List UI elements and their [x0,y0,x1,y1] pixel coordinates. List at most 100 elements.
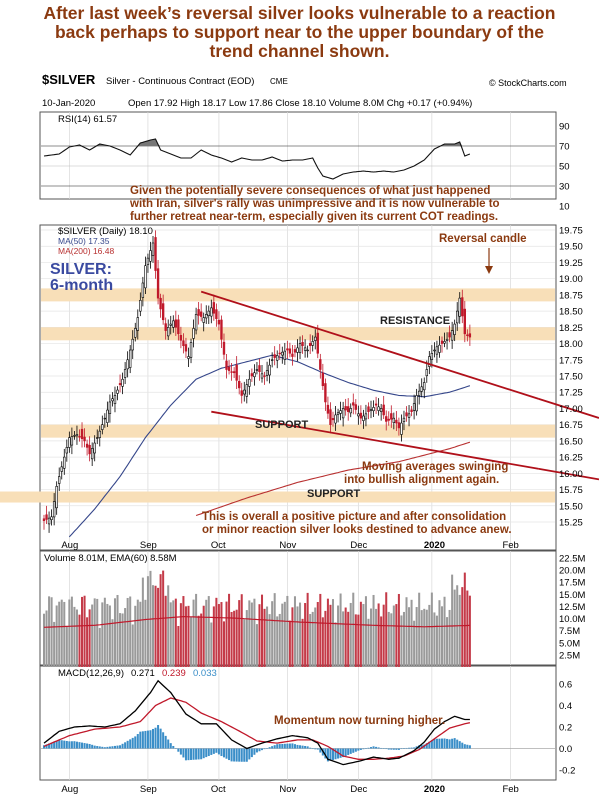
macd-histogram-bar [108,746,111,749]
price-candles [42,230,472,533]
volume-bar [197,615,200,667]
price-tick-label: 16.00 [559,469,583,480]
volume-bar [435,615,438,667]
volume-bar [288,620,291,667]
volume-bar [387,611,390,667]
macd-histogram-bar [245,748,248,762]
macd-histogram-bar [413,747,416,749]
volume-bar [349,602,352,667]
candle-body [314,336,317,341]
macd-histogram-bar [96,746,99,749]
rsi-tick-label: 30 [559,182,570,193]
volume-bar [382,604,385,667]
candle-body [433,349,436,352]
candle-body [349,408,352,414]
macd-histogram-bar [316,748,319,750]
candle-body [359,412,363,419]
macd-histogram-bar [60,740,63,749]
rsi-axis: 90 70 50 30 10 [559,122,570,213]
candle-body [184,344,188,352]
volume-bar [428,604,431,667]
macd-histogram-bar [293,744,296,749]
macd-histogram-bar [88,743,91,749]
candle-body [369,409,373,411]
candle-body [415,395,418,412]
candle-body [126,359,129,370]
headline-line-3: trend channel shown. [209,41,390,61]
candle-body [197,309,200,316]
candle-body [60,466,63,472]
candle-body [387,418,390,421]
candle-body [367,406,370,412]
price-month-axis: Aug Sep Oct Nov Dec 2020 Feb [61,540,518,551]
candle-body [73,435,76,437]
candle-body [250,373,254,377]
reference-band [41,424,555,438]
volume-bar [202,605,205,667]
macd-month-label: Dec [350,784,367,795]
volume-bar [179,603,182,667]
price-tick-label: 16.25 [559,453,583,464]
volume-bar [121,613,124,667]
macd-histogram-bar [217,748,220,755]
macd-month-label: Nov [279,784,296,795]
candle-body [405,412,408,417]
price-legend-ma200: MA(200) 16.48 [58,246,114,256]
volume-bar [243,619,246,667]
price-tick-label: 15.75 [559,485,583,496]
macd-histogram-bar [182,748,185,758]
candle-body [372,407,375,412]
macd-histogram-bar [430,740,433,749]
macd-histogram-bar [425,743,428,749]
macd-histogram-bar [319,748,322,753]
volume-bar [258,604,261,667]
volume-bar [299,602,302,667]
candle-body [222,341,226,355]
macd-histogram-bar [357,748,360,751]
rsi-panel-frame [39,111,557,200]
volume-bar [222,621,225,667]
volume-ema [43,615,470,628]
macd-histogram-bar [458,741,461,749]
volume-bar [461,587,464,667]
macd-histogram-bar [334,748,337,760]
volume-bar [377,603,380,667]
candle-body [402,417,406,422]
volume-bar [372,594,375,667]
volume-bar [425,609,428,667]
volume-bar [55,605,58,667]
volume-bar [468,595,471,667]
macd-histogram-bar [463,744,466,749]
volume-bar [448,609,451,667]
volume-bar [283,601,286,667]
volume-bar [301,618,304,667]
candle-body [96,437,99,439]
macd-histogram-bar [103,747,106,749]
chart-symbol: $SILVER [42,72,96,87]
macd-histogram-bar [159,728,162,749]
macd-histogram-bar [301,745,304,749]
volume-bar [329,604,332,667]
volume-bar [136,599,139,667]
volume-bar [392,605,395,667]
candle-body [212,302,216,314]
volume-bar [141,577,144,667]
candle-body [435,346,439,355]
candle-body [263,375,266,377]
volume-bar [172,600,175,667]
candle-body [255,369,259,371]
macd-histogram-bar [53,741,56,749]
macd-histogram-bar [121,743,124,749]
volume-bar [190,616,193,667]
resistance-label: RESISTANCE [380,315,450,327]
macd-histogram-bar [111,746,114,749]
volume-bar [53,621,56,667]
candle-body [88,444,91,455]
price-tick-label: 16.75 [559,420,583,431]
volume-bar [124,608,127,667]
volume-bar [245,610,248,667]
chart-date: 10-Jan-2020 [42,98,95,109]
candle-body [298,343,302,354]
candle-body [321,372,325,387]
macd-histogram-bar [309,747,312,749]
